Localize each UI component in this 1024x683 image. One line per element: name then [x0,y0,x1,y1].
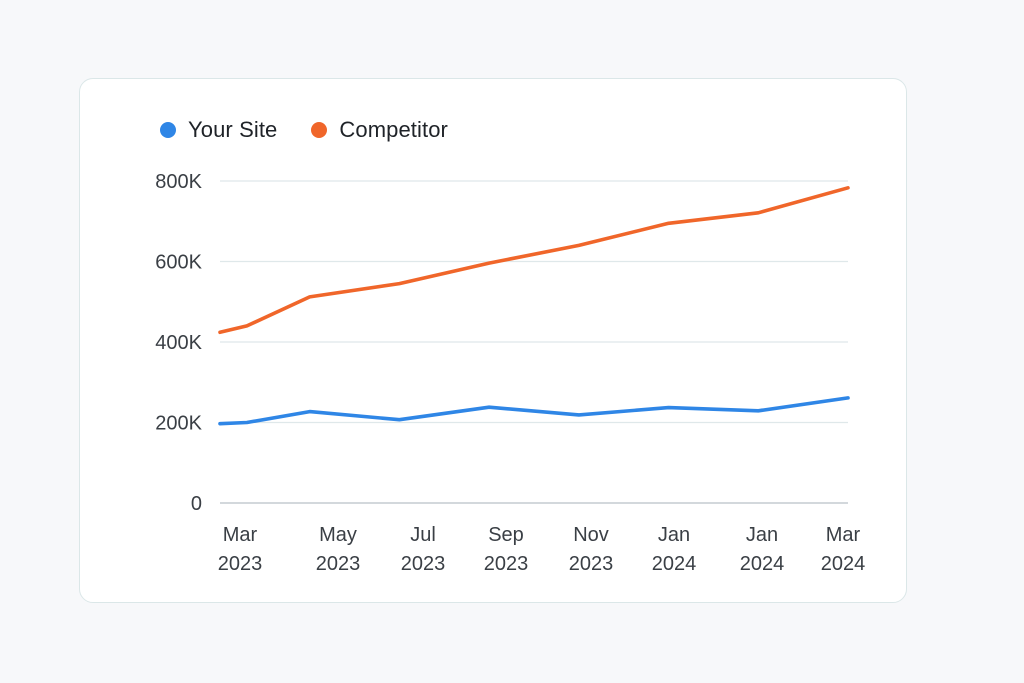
legend-dot-competitor [311,122,328,138]
x-tick-label-month: Mar [826,524,861,546]
x-tick-label-year: 2023 [218,553,263,575]
y-tick-label: 400K [155,332,202,354]
x-tick-label-month: Mar [223,524,258,546]
x-tick-label-year: 2024 [652,553,697,575]
x-tick-label-month: Jan [746,524,778,546]
x-tick-label-month: May [319,524,357,546]
legend-dot-your-site [160,122,176,138]
x-tick-label-month: Nov [573,524,609,546]
x-tick-label-year: 2023 [569,553,614,575]
x-tick-label-month: Jul [410,524,436,546]
legend-item-your-site[interactable]: Your Site [160,117,277,143]
x-tick-label-year: 2023 [401,553,446,575]
line-chart-plot: 0 200K 400K 600K 800K Mar 2023 May 2023 Jul 2023 Se… [155,171,866,575]
y-tick-label: 200K [155,413,202,435]
x-tick-label-year: 2024 [821,553,866,575]
x-tick-label-year: 2023 [316,553,361,575]
chart-legend: Your Site Competitor [160,117,482,143]
x-tick-label-month: Jan [658,524,690,546]
series-line-your-site [218,396,850,426]
legend-label-your-site: Your Site [188,117,278,142]
series-line-competitor [218,186,850,335]
y-tick-label: 800K [155,171,202,193]
y-tick-label: 600K [155,252,202,274]
legend-label-competitor: Competitor [339,117,448,142]
legend-item-competitor[interactable]: Competitor [311,117,448,143]
x-tick-label-year: 2024 [740,553,785,575]
chart-card: Your Site Competitor 0 200K 400K 600K 800K Ma… [79,78,907,603]
x-tick-label-year: 2023 [484,553,529,575]
x-tick-label-month: Sep [488,524,524,546]
y-tick-label: 0 [191,493,202,515]
